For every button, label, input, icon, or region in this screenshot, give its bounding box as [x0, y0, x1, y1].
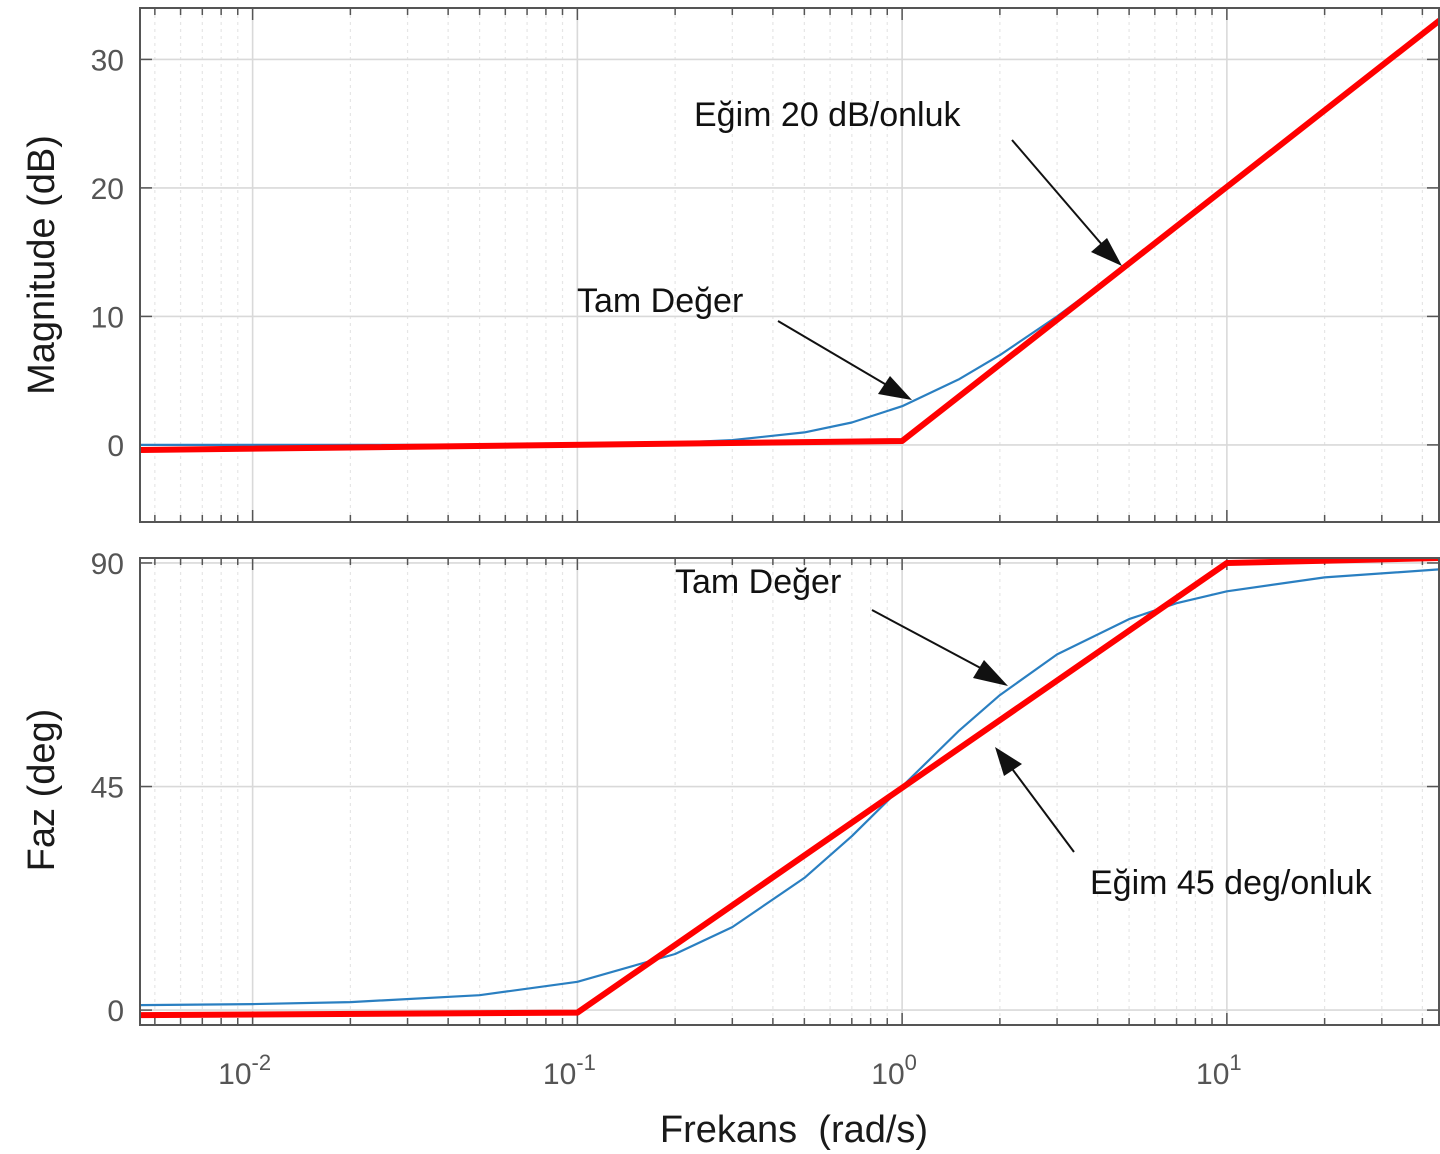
mag-exact-annotation: Tam Değer — [577, 282, 743, 320]
annotations: Eğim 20 dB/onluk Tam Değer Tam Değer Eği… — [577, 96, 1373, 902]
magnitude-ytick-label: 30 — [91, 44, 124, 77]
magnitude-asymptote-line — [140, 17, 1439, 453]
phase-exact-arrow — [871, 609, 989, 673]
xtick-exponent: 0 — [905, 1050, 917, 1075]
xtick-base: 10 — [1196, 1058, 1229, 1091]
phase-ytick-labels: 0 45 90 — [91, 548, 124, 1028]
xtick-base: 10 — [543, 1058, 576, 1091]
mag-slope-arrow — [1011, 139, 1105, 248]
xtick-base: 10 — [871, 1058, 904, 1091]
phase-exact-arrowhead — [973, 660, 1008, 686]
phase-slope-arrow — [1009, 765, 1075, 853]
frequency-xlabel: Frekans (rad/s) — [660, 1109, 928, 1151]
phase-exact-line — [140, 568, 1439, 1007]
mag-exact-arrow — [777, 320, 891, 388]
phase-grid — [140, 558, 1439, 1025]
magnitude-axis-ticks — [140, 8, 1439, 522]
phase-ytick-label: 0 — [107, 995, 124, 1028]
phase-frame — [139, 557, 1440, 1026]
phase-slope-arrowhead — [995, 747, 1022, 776]
phase-ytick-label: 45 — [91, 772, 124, 805]
magnitude-frame — [139, 7, 1440, 523]
magnitude-ytick-label: 20 — [91, 173, 124, 206]
xtick-exponent: -1 — [576, 1050, 596, 1075]
xtick-exponent: 1 — [1229, 1050, 1241, 1075]
xtick-label: 100 — [871, 1050, 917, 1091]
phase-asymptote-line — [140, 558, 1439, 1019]
phase-series — [140, 558, 1439, 1019]
phase-background — [140, 558, 1439, 1025]
mag-exact-arrowhead — [878, 376, 912, 400]
xtick-label: 10-1 — [543, 1050, 596, 1091]
phase-slope-annotation: Eğim 45 deg/onluk — [1090, 864, 1373, 902]
xtick-label: 10-2 — [218, 1050, 271, 1091]
phase-exact-annotation: Tam Değer — [675, 563, 841, 601]
phase-ytick-label: 90 — [91, 548, 124, 581]
xtick-exponent: -2 — [252, 1050, 272, 1075]
xtick-base: 10 — [218, 1058, 251, 1091]
magnitude-series — [140, 17, 1439, 453]
magnitude-ylabel: Magnitude (dB) — [21, 135, 63, 395]
mag-slope-arrowhead — [1091, 238, 1122, 266]
magnitude-ytick-labels: 0 10 20 30 — [91, 44, 124, 463]
magnitude-ytick-label: 0 — [107, 430, 124, 463]
phase-ylabel: Faz (deg) — [21, 709, 63, 872]
mag-slope-annotation: Eğim 20 dB/onluk — [694, 96, 961, 134]
frequency-xtick-labels: 10-2 10-1 100 101 — [218, 1050, 1242, 1091]
magnitude-ytick-label: 10 — [91, 301, 124, 334]
magnitude-panel: 0 10 20 30 Magnitude (dB) — [21, 7, 1440, 523]
xtick-label: 101 — [1196, 1050, 1242, 1091]
magnitude-background — [140, 8, 1439, 522]
